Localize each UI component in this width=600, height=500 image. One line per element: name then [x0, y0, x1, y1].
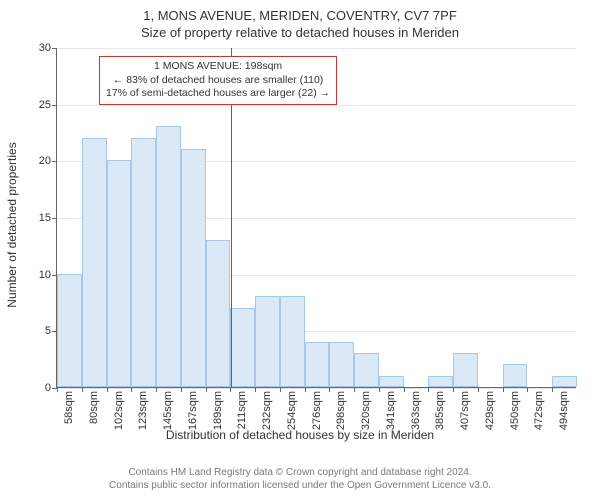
histogram-bar: [428, 376, 453, 387]
xtick-mark: [354, 387, 355, 392]
histogram-bar: [82, 138, 107, 387]
xtick-label: 58sqm: [63, 391, 75, 424]
histogram-bar: [453, 353, 478, 387]
xtick-mark: [107, 387, 108, 392]
annotation-line-2: ← 83% of detached houses are smaller (11…: [106, 74, 330, 88]
xtick-mark: [503, 387, 504, 392]
histogram-bar: [503, 364, 528, 387]
chart-container: 1, MONS AVENUE, MERIDEN, COVENTRY, CV7 7…: [0, 0, 600, 500]
xtick-mark: [82, 387, 83, 392]
y-axis-label: Number of detached properties: [5, 142, 19, 307]
histogram-bar: [57, 274, 82, 387]
ytick-label: 30: [39, 42, 57, 54]
xtick-label: 472sqm: [533, 391, 545, 430]
xtick-label: 211sqm: [236, 391, 248, 429]
xtick-mark: [552, 387, 553, 392]
xtick-mark: [230, 387, 231, 392]
xtick-mark: [453, 387, 454, 392]
xtick-mark: [379, 387, 380, 392]
footer-line-1: Contains HM Land Registry data © Crown c…: [0, 466, 600, 479]
xtick-label: 254sqm: [286, 391, 298, 430]
title-main: 1, MONS AVENUE, MERIDEN, COVENTRY, CV7 7…: [0, 0, 600, 23]
xtick-mark: [329, 387, 330, 392]
gridline: [57, 48, 576, 49]
xtick-mark: [181, 387, 182, 392]
xtick-mark: [478, 387, 479, 392]
xtick-mark: [206, 387, 207, 392]
ytick-label: 5: [45, 325, 57, 337]
histogram-bar: [230, 308, 255, 387]
xtick-mark: [527, 387, 528, 392]
xtick-label: 320sqm: [360, 391, 372, 430]
histogram-bar: [181, 149, 206, 387]
histogram-bar: [255, 296, 280, 387]
histogram-bar: [305, 342, 330, 387]
xtick-label: 385sqm: [434, 391, 446, 430]
xtick-label: 145sqm: [162, 391, 174, 430]
xtick-label: 232sqm: [261, 391, 273, 430]
gridline: [57, 388, 576, 389]
xtick-mark: [280, 387, 281, 392]
xtick-label: 123sqm: [137, 391, 149, 430]
histogram-bar: [354, 353, 379, 387]
ytick-label: 25: [39, 99, 57, 111]
xtick-label: 80sqm: [88, 391, 100, 424]
histogram-bar: [379, 376, 404, 387]
title-sub: Size of property relative to detached ho…: [0, 23, 600, 40]
xtick-mark: [404, 387, 405, 392]
annotation-line-3: 17% of semi-detached houses are larger (…: [106, 87, 330, 101]
histogram-bar: [206, 240, 231, 387]
xtick-mark: [57, 387, 58, 392]
histogram-bar: [329, 342, 354, 387]
histogram-bar: [156, 126, 181, 387]
annotation-box: 1 MONS AVENUE: 198sqm ← 83% of detached …: [99, 56, 337, 105]
xtick-mark: [131, 387, 132, 392]
xtick-label: 407sqm: [459, 391, 471, 430]
footer-line-2: Contains public sector information licen…: [0, 479, 600, 492]
ytick-label: 15: [39, 212, 57, 224]
footer: Contains HM Land Registry data © Crown c…: [0, 466, 600, 492]
x-axis-label: Distribution of detached houses by size …: [0, 428, 600, 442]
xtick-label: 341sqm: [385, 391, 397, 430]
xtick-label: 494sqm: [558, 391, 570, 430]
xtick-mark: [305, 387, 306, 392]
xtick-mark: [156, 387, 157, 392]
xtick-label: 189sqm: [212, 391, 224, 430]
xtick-label: 298sqm: [335, 391, 347, 430]
xtick-label: 102sqm: [113, 391, 125, 430]
histogram-bar: [107, 160, 132, 387]
ytick-label: 10: [39, 269, 57, 281]
histogram-bar: [131, 138, 156, 387]
xtick-label: 450sqm: [509, 391, 521, 430]
histogram-bar: [280, 296, 305, 387]
xtick-mark: [255, 387, 256, 392]
plot-area: 05101520253058sqm80sqm102sqm123sqm145sqm…: [56, 48, 576, 388]
histogram-bar: [552, 376, 577, 387]
xtick-label: 363sqm: [410, 391, 422, 430]
ytick-label: 0: [45, 382, 57, 394]
ytick-label: 20: [39, 155, 57, 167]
xtick-label: 429sqm: [484, 391, 496, 430]
annotation-line-1: 1 MONS AVENUE: 198sqm: [106, 60, 330, 74]
xtick-mark: [428, 387, 429, 392]
xtick-label: 276sqm: [311, 391, 323, 430]
xtick-label: 167sqm: [187, 391, 199, 430]
